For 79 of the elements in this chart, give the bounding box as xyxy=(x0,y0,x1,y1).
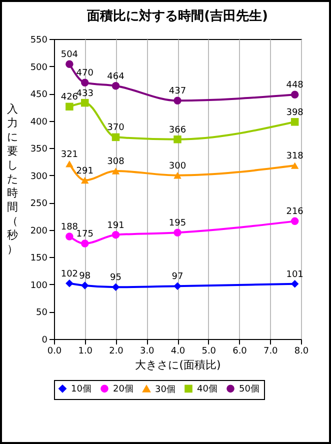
data-label: 437 xyxy=(168,86,186,97)
data-label: 366 xyxy=(168,125,186,136)
point xyxy=(81,78,89,86)
y-tick-label: 250 xyxy=(30,199,48,210)
data-label: 464 xyxy=(107,72,125,82)
y-tick-label: 500 xyxy=(30,62,48,73)
point xyxy=(81,176,89,184)
point xyxy=(112,230,120,239)
x-tick-label: 1.0 xyxy=(78,346,93,356)
y-tick-label: 450 xyxy=(30,90,48,100)
point xyxy=(81,240,89,248)
point xyxy=(290,217,299,226)
point xyxy=(81,98,89,107)
legend-label: 50個 xyxy=(239,384,260,395)
y-tick-label: 0 xyxy=(42,336,48,346)
data-label: 433 xyxy=(76,88,94,99)
y-tick-label: 200 xyxy=(30,226,48,236)
point xyxy=(174,172,182,179)
legend-label: 20個 xyxy=(113,384,134,395)
point xyxy=(290,118,299,126)
data-label: 318 xyxy=(286,152,304,162)
data-label: 370 xyxy=(107,123,125,134)
x-tick-label: 3.0 xyxy=(140,346,155,356)
point xyxy=(66,160,74,168)
data-label: 300 xyxy=(168,161,186,172)
data-label: 102 xyxy=(60,269,78,280)
point xyxy=(112,168,120,174)
x-tick-label: 2.0 xyxy=(109,346,124,356)
x-tick-label: 4.0 xyxy=(170,346,186,356)
x-tick-label: 5.0 xyxy=(202,346,216,356)
y-tick-label: 400 xyxy=(30,117,48,128)
data-label: 308 xyxy=(107,157,125,167)
point xyxy=(66,279,74,288)
y-tick-label: 350 xyxy=(30,144,48,155)
data-label: 188 xyxy=(60,222,78,232)
point xyxy=(290,280,299,288)
legend-label: 30個 xyxy=(155,384,176,395)
legend-label: 40個 xyxy=(197,384,218,395)
data-label: 470 xyxy=(76,68,94,79)
data-label: 95 xyxy=(110,273,122,284)
x-tick-label: 8.0 xyxy=(294,346,309,356)
x-tick-label: 6.0 xyxy=(232,346,248,356)
data-label: 101 xyxy=(286,270,304,280)
data-label: 321 xyxy=(60,150,78,160)
point xyxy=(174,282,182,290)
data-label: 291 xyxy=(76,166,94,176)
point xyxy=(66,232,74,240)
data-label: 504 xyxy=(60,50,78,60)
y-tick-label: 150 xyxy=(30,254,48,264)
data-label: 398 xyxy=(286,108,304,118)
data-label: 216 xyxy=(286,207,304,218)
data-label: 97 xyxy=(172,272,184,282)
point xyxy=(174,135,182,144)
x-tick-label: 7.0 xyxy=(263,346,278,356)
y-tick-label: 300 xyxy=(30,172,48,182)
y-tick-label: 50 xyxy=(36,308,48,318)
point xyxy=(112,283,120,292)
y-tick-label: 550 xyxy=(30,36,48,46)
point xyxy=(66,60,74,68)
data-label: 175 xyxy=(76,230,94,240)
data-label: 98 xyxy=(79,272,91,282)
point xyxy=(81,282,89,290)
x-tick-label: 0.0 xyxy=(47,346,62,356)
point xyxy=(112,82,120,90)
text: 入力に要した時間（秒） xyxy=(7,102,18,256)
chart-title: 面積比に対する時間(吉田先生) xyxy=(86,8,268,24)
point xyxy=(66,102,74,111)
point xyxy=(112,133,120,142)
data-label: 426 xyxy=(60,92,78,103)
y-tick-label: 100 xyxy=(30,280,48,291)
legend-label: 10個 xyxy=(71,384,92,395)
x-axis-title: 大きさに(面積比) xyxy=(135,358,221,372)
data-label: 195 xyxy=(168,218,186,229)
point xyxy=(290,162,299,169)
point xyxy=(174,228,182,236)
point xyxy=(174,96,182,104)
data-label: 191 xyxy=(107,220,124,231)
data-label: 448 xyxy=(286,80,304,91)
point xyxy=(290,90,299,98)
